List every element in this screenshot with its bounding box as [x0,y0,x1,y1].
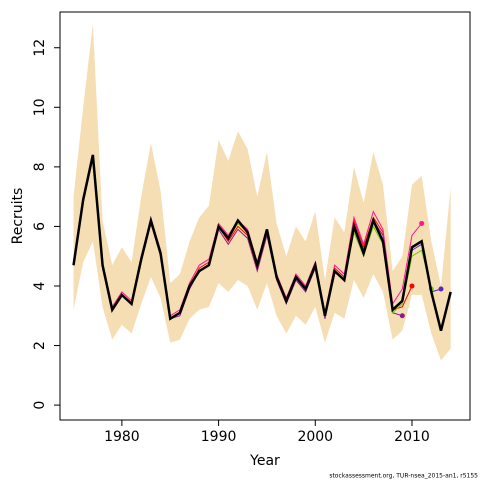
y-tick-label: 6 [32,222,48,231]
plot-frame [59,11,471,421]
y-tick-label: 8 [32,162,48,171]
line [72,154,452,331]
y-tick-label: 10 [32,98,48,116]
end-point [419,220,425,226]
y-tick-label: 2 [32,341,48,350]
footer: stockassessment.org, TUR-nsea_2015-an1, … [329,473,478,480]
x-tick-label: 1980 [104,429,140,445]
y-tick-label: 4 [32,281,48,290]
x-tick-label: 2000 [297,429,333,445]
end-point [438,286,444,292]
y-tick-label: 12 [32,39,48,57]
confidence-band [73,23,451,361]
y-axis-label: Recruits [10,188,26,245]
x-axis-label: Year [249,453,280,469]
end-point [399,313,405,319]
end-point [409,283,415,289]
y-tick-label: 0 [32,401,48,410]
x-tick-label: 2010 [394,429,430,445]
x-tick-label: 1990 [201,429,237,445]
